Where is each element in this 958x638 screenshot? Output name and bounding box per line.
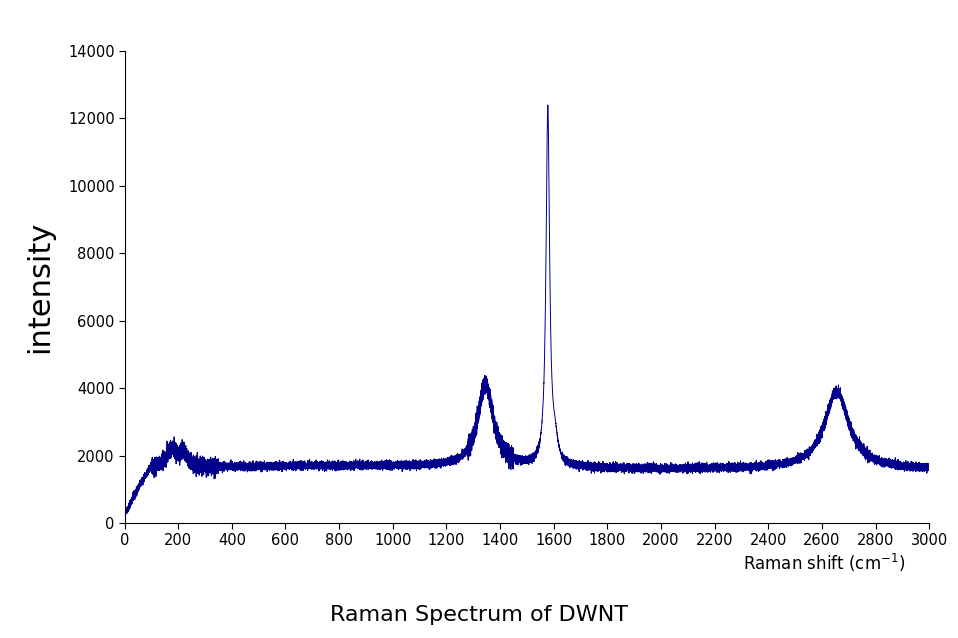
Text: Raman Spectrum of DWNT: Raman Spectrum of DWNT — [330, 605, 628, 625]
Text: Raman shift (cm$^{-1}$): Raman shift (cm$^{-1}$) — [743, 552, 905, 574]
Y-axis label: intensity: intensity — [25, 221, 55, 353]
